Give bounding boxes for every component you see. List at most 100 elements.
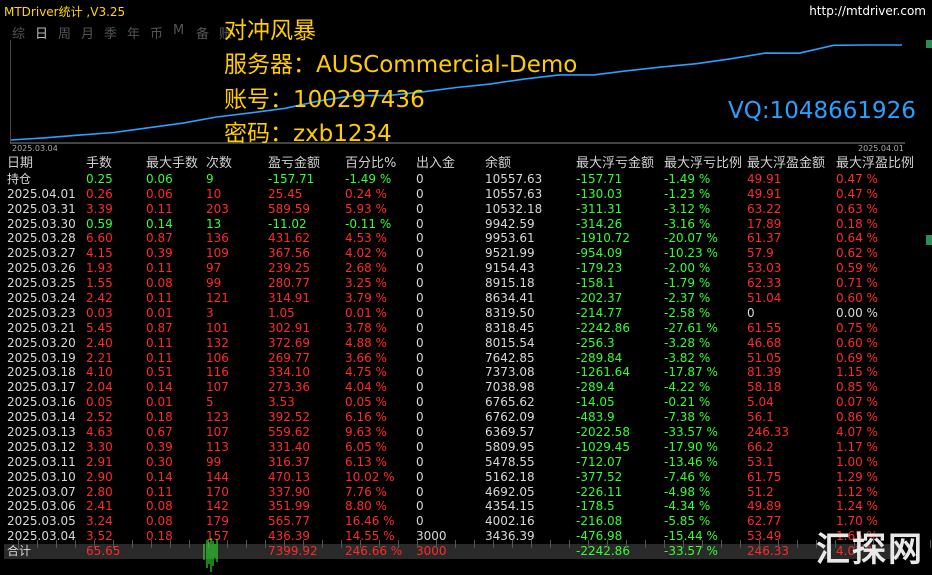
header-cell: 最大手数 (146, 156, 199, 171)
cell-max_lots: 0.11 (146, 261, 173, 276)
tab-6[interactable]: 币 (150, 27, 164, 42)
cell-cnt: 107 (206, 380, 229, 395)
cell-mfp: 246.33 (747, 425, 789, 440)
cell-bal: 10557.63 (485, 186, 543, 201)
chart-end-date: 2025.04.01 (858, 144, 904, 153)
table-row: 持仓 0.25 0.06 9 -157.71 -1.49 % 0 10557.63 -157.7… (4, 172, 899, 187)
cell-lots: 1.93 (86, 261, 113, 276)
tab-4[interactable]: 季 (104, 27, 118, 42)
cell-mfp: 61.37 (747, 231, 782, 246)
cell-io: 3000 (416, 544, 447, 559)
tab-7[interactable]: M (173, 23, 185, 38)
volume-tick (94, 540, 95, 548)
cell-mfp: 49.89 (747, 499, 782, 514)
volume-tick (227, 540, 228, 548)
cell-cnt: 116 (206, 365, 229, 380)
cell-d: 2025.03.04 (7, 529, 76, 544)
side-marks (924, 40, 932, 538)
table-row: 2025.03.21 5.45 0.87 101 302.91 3.78 % 0 8318.4… (4, 321, 899, 336)
cell-io: 0 (416, 291, 424, 306)
cell-mfpp: 0.47 % (836, 171, 878, 186)
equity-curve-line (10, 44, 902, 141)
overlay-server: 服务器：AUSCommercial-Demo (224, 52, 578, 78)
cell-io: 0 (416, 276, 424, 291)
cell-mfp: 61.75 (747, 469, 782, 484)
cell-lots: 2.90 (86, 469, 113, 484)
volume-tick (398, 540, 399, 548)
cell-pnl: 367.56 (268, 246, 310, 261)
cell-lots: 2.42 (86, 291, 113, 306)
cell-pct: -0.11 % (345, 216, 392, 231)
cell-d: 2025.03.30 (7, 216, 76, 231)
cell-pct: 4.53 % (345, 231, 387, 246)
cell-d: 2025.03.13 (7, 425, 76, 440)
cell-cnt: 132 (206, 335, 229, 350)
tab-2[interactable]: 周 (58, 27, 72, 42)
volume-tick (740, 540, 741, 548)
cell-mfl: -14.05 (576, 395, 615, 410)
cell-cnt: 113 (206, 439, 229, 454)
cell-mfpp: 1.70 % (836, 514, 878, 529)
tab-0[interactable]: 综 (12, 27, 26, 42)
cell-max_lots: 0.01 (146, 305, 173, 320)
total-row: 合计 65.65 7399.92 246.66 % 3000 -2242.86 -33.57… (4, 544, 899, 560)
cell-mfpp: 0.63 % (836, 201, 878, 216)
stats-table: 日期 手数 最大手数 次数 盈亏金额 百分比% 出入金 余额 最大浮亏金额 最大浮亏比例 最大浮盈金… (4, 156, 914, 560)
cell-cnt: 10 (206, 186, 222, 201)
cell-cnt: 144 (206, 469, 229, 484)
table-row: 2025.03.16 0.05 0.01 5 3.53 0.05 % 0 6765.62 -14… (4, 395, 899, 410)
cell-mfpp: 1.24 % (836, 499, 878, 514)
cell-max_lots: 0.39 (146, 439, 173, 454)
cell-mfpp: 0.60 % (836, 335, 878, 350)
cell-pct: 4.04 % (345, 380, 387, 395)
cell-pct: 16.46 % (345, 514, 395, 529)
tab-1[interactable]: 日 (35, 27, 49, 42)
cell-mflp: -1.49 % (664, 171, 711, 186)
cell-mfp: 53.03 (747, 261, 782, 276)
cell-io: 0 (416, 454, 424, 469)
cell-mfpp: 0.86 % (836, 410, 878, 425)
cell-mfpp: 0.47 % (836, 186, 878, 201)
cell-mflp: -3.82 % (664, 350, 711, 365)
tab-5[interactable]: 年 (127, 27, 141, 42)
website-link[interactable]: http://mtdriver.com (809, 4, 926, 18)
cell-mfl: -2242.86 (576, 544, 630, 559)
cell-pct: 0.01 % (345, 305, 387, 320)
tab-8[interactable]: 备 (196, 27, 210, 42)
cell-mfpp: 1.00 % (836, 454, 878, 469)
cell-pct: 0.05 % (345, 395, 387, 410)
cell-pnl: 392.52 (268, 410, 310, 425)
table-header: 日期 手数 最大手数 次数 盈亏金额 百分比% 出入金 余额 最大浮亏金额 最大浮亏比例 最大浮盈金… (4, 156, 914, 172)
cell-mfp: 51.05 (747, 350, 782, 365)
volume-tick (892, 540, 893, 548)
cell-d: 合计 (7, 544, 32, 559)
cell-lots: 0.59 (86, 216, 113, 231)
cell-cnt: 109 (206, 246, 229, 261)
header-cell: 最大浮亏比例 (664, 156, 743, 171)
cell-pnl: 331.40 (268, 439, 310, 454)
tab-9[interactable]: 账 (219, 27, 233, 42)
cell-max_lots: 0.06 (146, 186, 173, 201)
tab-3[interactable]: 月 (81, 27, 95, 42)
cell-bal: 4354.15 (485, 499, 535, 514)
cell-max_lots: 0.87 (146, 320, 173, 335)
cell-mflp: -20.07 % (664, 231, 718, 246)
volume-tick (854, 540, 855, 548)
cell-pct: 6.05 % (345, 439, 387, 454)
cell-io: 0 (416, 395, 424, 410)
cell-cnt: 170 (206, 484, 229, 499)
cell-bal: 10532.18 (485, 201, 543, 216)
cell-d: 2025.04.01 (7, 186, 76, 201)
cell-pct: 3.66 % (345, 350, 387, 365)
cell-mfpp: 1.17 % (836, 439, 878, 454)
cell-mfp: 5.04 (747, 395, 774, 410)
volume-tick (56, 540, 57, 548)
cell-d: 2025.03.06 (7, 499, 76, 514)
cell-max_lots: 0.11 (146, 291, 173, 306)
cell-cnt: 107 (206, 425, 229, 440)
cell-lots: 2.21 (86, 350, 113, 365)
header-cell: 日期 (7, 156, 34, 171)
table-row: 2025.03.23 0.03 0.01 3 1.05 0.01 % 0 8319.50 -21… (4, 306, 899, 321)
volume-tick (664, 540, 665, 548)
cell-mfpp: 0.07 % (836, 395, 878, 410)
